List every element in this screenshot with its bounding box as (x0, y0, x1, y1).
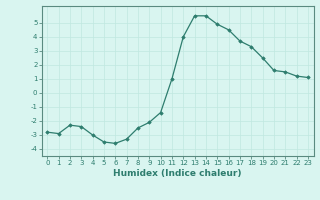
X-axis label: Humidex (Indice chaleur): Humidex (Indice chaleur) (113, 169, 242, 178)
